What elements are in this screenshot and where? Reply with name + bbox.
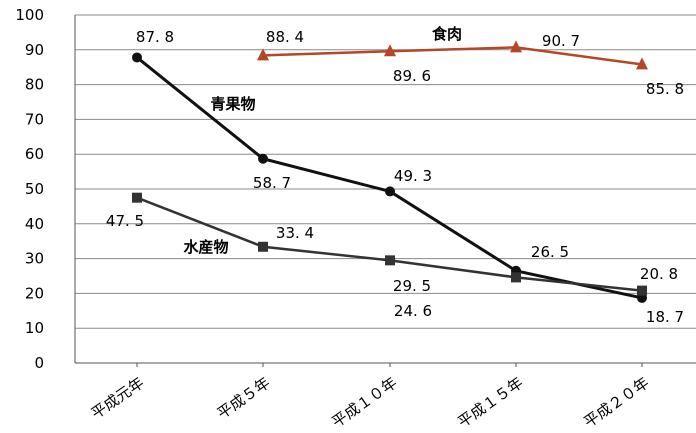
y-tick-label: 50 (25, 180, 44, 198)
data-point (385, 186, 395, 197)
grid-lines (75, 14, 696, 329)
data-point (384, 44, 396, 57)
data-label: 18. 7 (646, 308, 684, 326)
data-label: 47. 5 (106, 212, 144, 230)
data-label: 58. 7 (253, 174, 291, 192)
x-axis-ticks: 平成元年 平成５年 平成１０年 平成１５年 平成２０年 (88, 363, 652, 431)
x-tick-label: 平成５年 (214, 374, 273, 423)
y-tick-label: 60 (25, 145, 44, 163)
axes (74, 15, 696, 364)
y-tick-label: 40 (25, 215, 44, 233)
data-point (132, 52, 142, 63)
x-tick-label: 平成２０年 (581, 374, 653, 432)
y-tick-label: 80 (25, 76, 44, 94)
y-tick-label: 10 (25, 319, 44, 337)
series-name-label: 食肉 (432, 25, 462, 43)
series-layer (132, 40, 648, 303)
series-name-label: 青果物 (210, 95, 255, 113)
data-label: 20. 8 (640, 265, 678, 283)
data-label: 85. 8 (646, 80, 684, 98)
data-point (511, 272, 521, 283)
data-point (636, 57, 648, 70)
x-tick-label: 平成１５年 (455, 374, 527, 432)
y-tick-label: 30 (25, 250, 44, 268)
data-label: 90. 7 (542, 32, 580, 50)
data-point (510, 40, 522, 53)
data-label: 49. 3 (394, 167, 432, 185)
data-point (132, 192, 142, 203)
data-point (385, 255, 395, 266)
y-tick-label: 0 (34, 354, 44, 372)
data-label: 24. 6 (394, 302, 432, 320)
y-tick-label: 90 (25, 41, 44, 59)
series-line-2 (262, 46, 643, 66)
x-tick-label: 平成元年 (88, 374, 147, 423)
data-label: 26. 5 (531, 243, 569, 261)
y-tick-label: 70 (25, 110, 44, 128)
data-point (637, 285, 647, 296)
data-label: 29. 5 (393, 277, 431, 295)
x-tick-label: 平成１０年 (329, 374, 401, 432)
y-tick-label: 20 (25, 284, 44, 302)
data-label: 88. 4 (266, 28, 304, 46)
data-label: 89. 6 (393, 67, 431, 85)
data-point (258, 241, 268, 252)
data-label: 33. 4 (276, 224, 314, 242)
series-name-label: 水産物 (183, 238, 228, 256)
data-point (257, 48, 269, 61)
y-tick-label: 100 (15, 6, 44, 24)
labels-layer: 87. 8 58. 7 49. 3 26. 5 18. 7 47. 5 33. 4 29. 5… (106, 25, 684, 326)
y-axis-ticks: 0 10 20 30 40 50 60 70 80 90 100 (15, 6, 44, 372)
data-label: 87. 8 (136, 28, 174, 46)
data-point (258, 153, 268, 164)
